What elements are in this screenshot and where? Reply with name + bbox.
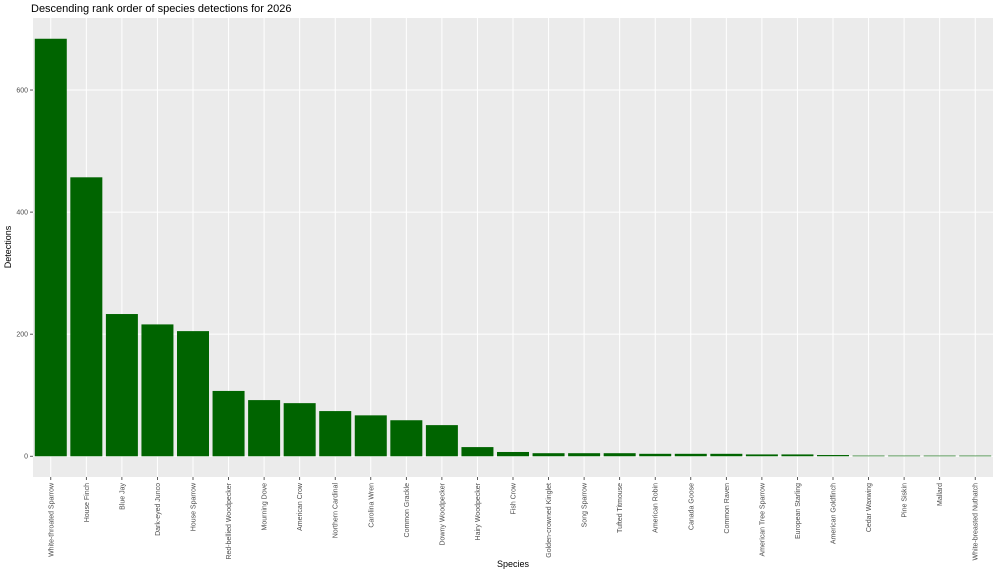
- x-tick-label: Blue Jay: [119, 483, 126, 510]
- y-axis-title: Detections: [3, 225, 13, 268]
- x-tick-label: Common Raven: [724, 483, 731, 534]
- bar: [745, 454, 778, 457]
- bar: [497, 451, 529, 457]
- x-tick-label: Dark-eyed Junco: [155, 483, 162, 536]
- bar: [425, 425, 458, 457]
- x-tick-label: Downy Woodpecker: [439, 482, 446, 545]
- bar: [141, 324, 174, 457]
- bar: [212, 390, 245, 457]
- x-tick-label: Carolina Wren: [368, 483, 375, 528]
- x-tick-label: House Sparrow: [191, 482, 198, 531]
- bar: [603, 453, 636, 457]
- bar: [923, 455, 956, 457]
- bar: [177, 331, 209, 457]
- bar: [710, 453, 743, 457]
- x-tick-label: Song Sparrow: [582, 482, 589, 527]
- x-tick-label: House Finch: [84, 483, 91, 522]
- bar: [568, 453, 601, 457]
- x-tick-label: Mallard: [937, 483, 944, 506]
- x-tick-label: American Crow: [297, 482, 304, 531]
- x-tick-label: Common Grackle: [404, 483, 411, 538]
- x-tick-label: Red-bellied Woodpecker: [226, 482, 233, 559]
- x-tick-label: Hairy Woodpecker: [475, 482, 482, 540]
- x-tick-label: Northern Cardinal: [333, 483, 340, 539]
- bar: [105, 314, 138, 457]
- x-tick-label: Mourning Dove: [262, 483, 269, 531]
- y-tick-label: 0: [24, 454, 28, 461]
- bar: [34, 38, 67, 457]
- bar: [248, 400, 281, 457]
- bar: [639, 453, 672, 457]
- x-tick-label: Canada Goose: [688, 483, 695, 530]
- bar: [461, 447, 494, 457]
- bar: [817, 455, 849, 457]
- bar: [319, 411, 352, 457]
- x-axis-title: Species: [497, 559, 530, 569]
- x-tick-label: Cedar Waxwing: [866, 483, 873, 532]
- chart-title: Descending rank order of species detecti…: [31, 3, 292, 15]
- x-tick-label: Golden-crowned Kinglet: [546, 483, 553, 558]
- bar: [532, 453, 565, 457]
- x-tick-label: American Goldfinch: [831, 483, 838, 544]
- bar: [674, 453, 707, 457]
- y-tick-label: 200: [16, 332, 28, 339]
- bar: [888, 455, 921, 457]
- y-tick-label: 400: [16, 210, 28, 217]
- x-tick-label: Tufted Titmouse: [617, 483, 624, 533]
- bar: [959, 455, 992, 457]
- x-tick-label: White-throated Sparrow: [48, 482, 55, 557]
- y-tick-label: 600: [16, 88, 28, 95]
- bar: [852, 455, 885, 457]
- x-tick-label: Pine Siskin: [902, 483, 909, 518]
- x-tick-label: American Tree Sparrow: [759, 482, 766, 556]
- x-tick-label: European Starling: [795, 483, 802, 539]
- bar: [390, 420, 423, 457]
- bar: [354, 415, 387, 457]
- bar: [781, 454, 814, 457]
- x-tick-label: American Robin: [653, 483, 660, 533]
- bar: [70, 177, 103, 457]
- x-tick-label: White-breasted Nuthatch: [973, 483, 980, 561]
- x-tick-label: Fish Crow: [511, 482, 518, 514]
- bar: [283, 403, 316, 457]
